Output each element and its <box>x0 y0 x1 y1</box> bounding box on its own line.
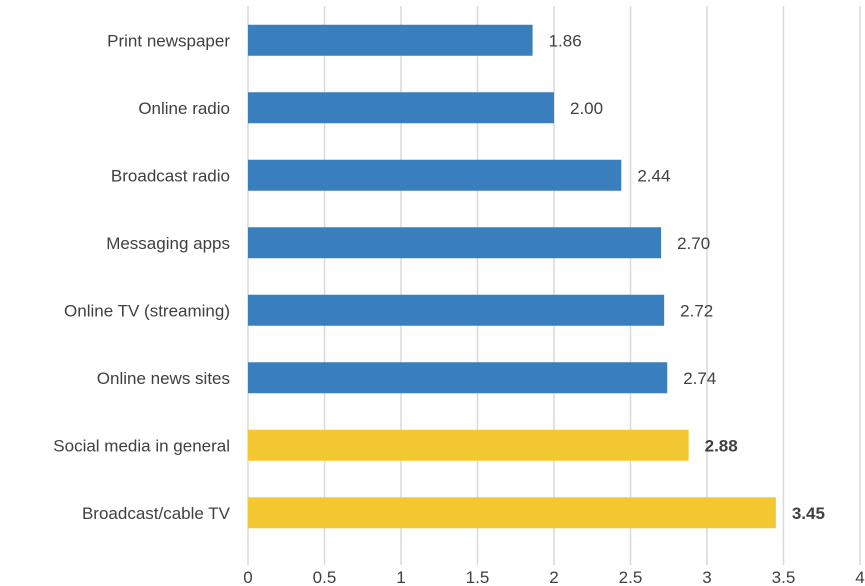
bar <box>248 429 689 461</box>
data-label: 3.45 <box>792 504 825 523</box>
data-label: 2.00 <box>570 99 603 118</box>
x-tick-label: 0.5 <box>313 568 337 586</box>
x-tick-label: 1 <box>396 568 405 586</box>
x-tick-label: 2.5 <box>619 568 643 586</box>
bars-group <box>248 24 776 529</box>
category-label: Messaging apps <box>106 234 230 253</box>
data-label: 2.88 <box>705 436 738 455</box>
data-labels: 1.86 2.00 2.44 2.70 2.72 2.74 2.88 3.45 <box>549 31 825 523</box>
bar <box>248 92 554 124</box>
category-label: Online news sites <box>97 369 230 388</box>
x-tick-label: 4 <box>855 568 864 586</box>
data-label: 1.86 <box>549 31 582 50</box>
category-label: Print newspaper <box>107 31 230 50</box>
data-label: 2.74 <box>683 369 716 388</box>
category-label: Social media in general <box>53 436 230 455</box>
x-axis-ticks: 0 0.5 1 1.5 2 2.5 3 3.5 4 <box>243 568 864 586</box>
bar <box>248 227 662 259</box>
category-label: Broadcast radio <box>111 166 230 185</box>
category-label: Online TV (streaming) <box>64 301 230 320</box>
category-labels: Print newspaper Online radio Broadcast rad… <box>53 31 230 523</box>
x-tick-label: 2 <box>549 568 558 586</box>
category-label: Broadcast/cable TV <box>82 504 231 523</box>
x-tick-label: 3 <box>702 568 711 586</box>
x-tick-label: 1.5 <box>466 568 490 586</box>
x-tick-label: 0 <box>243 568 252 586</box>
grid-lines <box>247 6 861 565</box>
data-label: 2.72 <box>680 301 713 320</box>
category-label: Online radio <box>138 99 230 118</box>
data-label: 2.70 <box>677 234 710 253</box>
bar <box>248 497 776 529</box>
bar <box>248 159 622 191</box>
bar <box>248 24 533 56</box>
x-tick-label: 3.5 <box>772 568 796 586</box>
data-label: 2.44 <box>637 166 670 185</box>
bar <box>248 294 665 326</box>
bar <box>248 362 668 394</box>
